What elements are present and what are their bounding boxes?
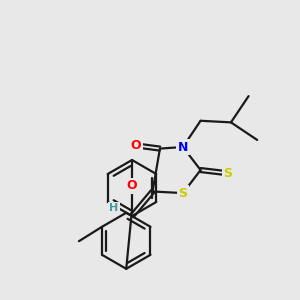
Text: N: N bbox=[178, 140, 188, 154]
Text: O: O bbox=[130, 139, 141, 152]
Text: S: S bbox=[178, 187, 188, 200]
Text: S: S bbox=[223, 167, 232, 180]
Text: O: O bbox=[127, 179, 137, 192]
Text: H: H bbox=[110, 203, 118, 213]
